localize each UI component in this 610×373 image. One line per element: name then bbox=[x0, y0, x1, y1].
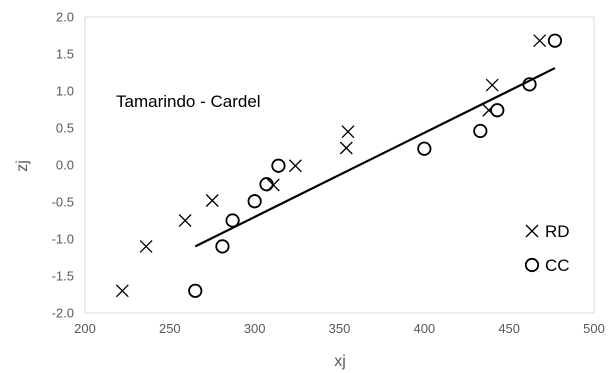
y-tick-label: 0.5 bbox=[56, 121, 74, 136]
cc-point bbox=[490, 103, 505, 118]
x-tick-labels: 200 250 300 350 400 450 500 bbox=[74, 321, 605, 336]
y-tick-label: 2.0 bbox=[56, 10, 74, 25]
cc-point bbox=[417, 141, 432, 156]
legend-label: CC bbox=[545, 256, 570, 275]
cc-point bbox=[473, 123, 488, 139]
y-tick-label: 0.0 bbox=[56, 158, 74, 173]
legend: RD CC bbox=[524, 222, 570, 275]
data-points bbox=[115, 33, 563, 298]
rd-point-stroke bbox=[115, 284, 129, 298]
cc-point bbox=[547, 33, 563, 48]
y-tick-label: 1.5 bbox=[56, 47, 74, 62]
cc-point bbox=[215, 239, 230, 254]
x-tick-label: 300 bbox=[244, 321, 266, 336]
y-tick-labels: 2.0 1.5 1.0 0.5 0.0 -0.5 -1.0 -1.5 -2.0 bbox=[52, 10, 74, 321]
rd-point bbox=[139, 239, 153, 253]
x-tick-label: 200 bbox=[74, 321, 96, 336]
y-tick-label: 1.0 bbox=[56, 84, 74, 99]
rd-point bbox=[341, 125, 355, 139]
legend-marker-rd-stroke bbox=[525, 224, 539, 238]
legend-marker-cc bbox=[524, 257, 540, 273]
y-axis-title: zj bbox=[14, 160, 31, 172]
cc-point bbox=[225, 213, 240, 228]
rd-point-stroke bbox=[288, 159, 302, 173]
x-axis-title: xj bbox=[334, 353, 346, 370]
rd-point-stroke bbox=[339, 141, 353, 155]
rd-point bbox=[115, 284, 129, 298]
cc-point bbox=[188, 283, 203, 298]
rd-point-stroke bbox=[178, 214, 192, 227]
cc-point bbox=[259, 177, 274, 192]
x-tick-label: 500 bbox=[583, 321, 605, 336]
rd-point-stroke bbox=[341, 125, 355, 139]
rd-point bbox=[339, 141, 353, 155]
y-tick-label: -2.0 bbox=[52, 306, 74, 321]
rd-point bbox=[288, 159, 302, 173]
y-tick-label: -0.5 bbox=[52, 195, 74, 210]
trendline bbox=[194, 67, 556, 248]
trendline-group bbox=[194, 67, 556, 248]
rd-point bbox=[533, 34, 547, 48]
y-tick-label: -1.5 bbox=[52, 269, 74, 284]
rd-point-stroke bbox=[139, 239, 153, 253]
plot-area bbox=[84, 16, 595, 314]
rd-point-stroke bbox=[485, 78, 499, 92]
cc-point bbox=[271, 158, 286, 173]
y-tick-label: -1.0 bbox=[52, 232, 74, 247]
x-tick-label: 350 bbox=[329, 321, 351, 336]
rd-point bbox=[485, 78, 499, 92]
rd-point bbox=[205, 194, 219, 207]
legend-marker-rd bbox=[525, 224, 539, 238]
cc-point bbox=[247, 194, 262, 209]
cc-point bbox=[522, 77, 537, 92]
legend-label: RD bbox=[545, 222, 570, 241]
x-tick-label: 400 bbox=[413, 321, 435, 336]
x-tick-label: 450 bbox=[498, 321, 520, 336]
rd-point-stroke bbox=[533, 34, 547, 48]
x-tick-label: 250 bbox=[159, 321, 181, 336]
chart-annotation: Tamarindo - Cardel bbox=[116, 92, 261, 111]
rd-point-stroke bbox=[205, 194, 219, 207]
rd-point bbox=[178, 214, 192, 227]
